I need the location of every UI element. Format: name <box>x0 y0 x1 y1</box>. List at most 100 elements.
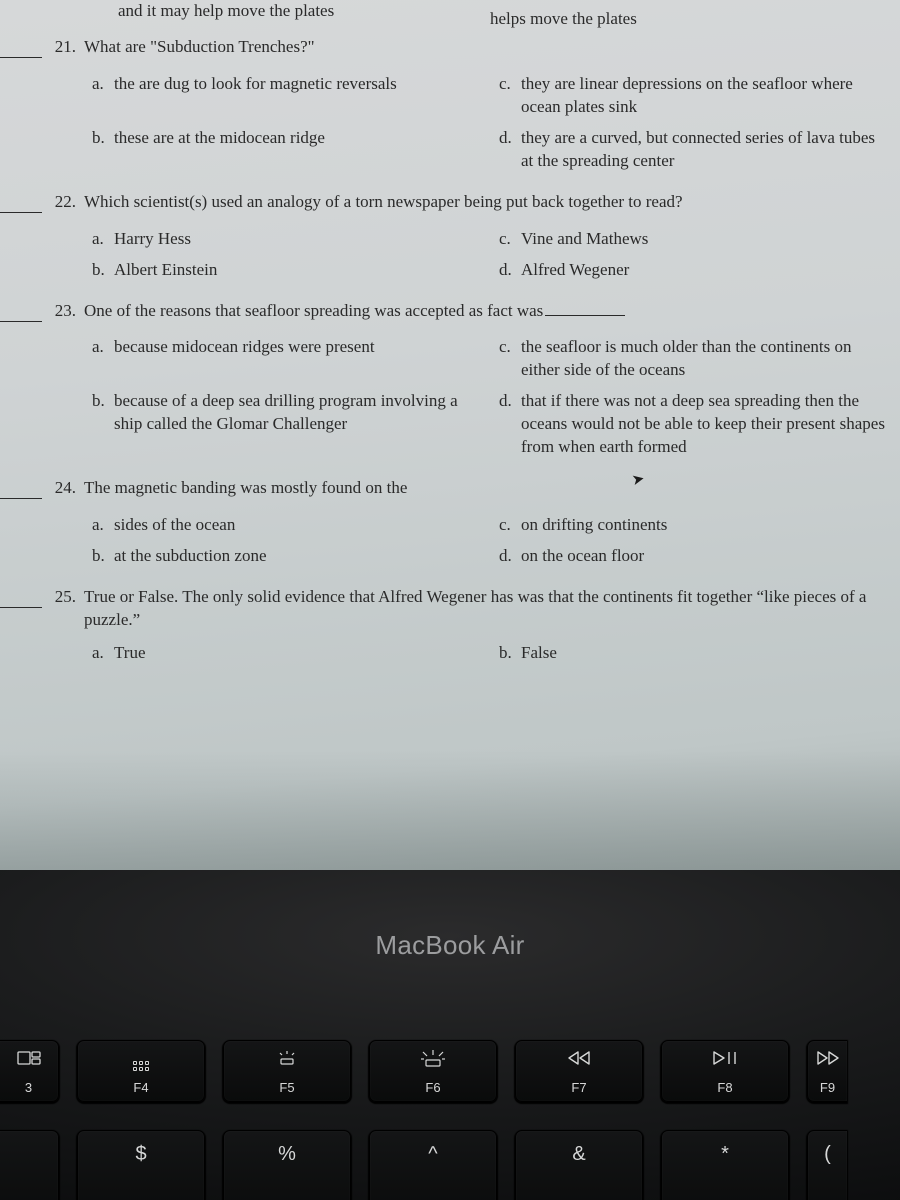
choice-letter: c. <box>499 336 521 359</box>
choice-c[interactable]: c. Vine and Mathews <box>499 228 888 251</box>
key-f5[interactable]: F5 <box>223 1040 351 1102</box>
choice-letter: a. <box>92 228 114 251</box>
key-8[interactable]: * <box>661 1130 789 1200</box>
keyboard-dim-icon <box>224 1050 350 1071</box>
question-22: 22. Which scientist(s) used an analogy o… <box>0 191 888 214</box>
choice-letter: a. <box>92 336 114 359</box>
choice-a[interactable]: a. because midocean ridges were present <box>92 336 481 382</box>
key-f9[interactable]: F9 <box>807 1040 847 1102</box>
choice-b[interactable]: b. at the subduction zone <box>92 545 481 568</box>
key-label: F7 <box>571 1080 586 1095</box>
choice-text: that if there was not a deep sea spreadi… <box>521 390 888 459</box>
choice-text: the seafloor is much older than the cont… <box>521 336 888 382</box>
laptop-body: MacBook Air 3 F4 F5 F6 <box>0 870 900 1200</box>
key-f3[interactable]: 3 <box>0 1040 59 1102</box>
choice-letter: b. <box>92 127 114 150</box>
key-5[interactable]: % <box>223 1130 351 1200</box>
key-f8[interactable]: F8 <box>661 1040 789 1102</box>
choice-c[interactable]: c. on drifting continents <box>499 514 888 537</box>
choice-b[interactable]: b. False <box>499 642 888 665</box>
choice-letter: b. <box>92 259 114 282</box>
choice-text: they are a curved, but connected series … <box>521 127 888 173</box>
choice-a[interactable]: a. Harry Hess <box>92 228 481 251</box>
choice-text: these are at the midocean ridge <box>114 127 481 150</box>
choice-b[interactable]: b. these are at the midocean ridge <box>92 127 481 173</box>
choice-text: the are dug to look for magnetic reversa… <box>114 73 481 96</box>
choice-a[interactable]: a. sides of the ocean <box>92 514 481 537</box>
question-25-choices: a. True b. False <box>92 642 888 665</box>
key-label: F9 <box>820 1080 835 1095</box>
key-f7[interactable]: F7 <box>515 1040 643 1102</box>
prev-choice-right: helps move the plates <box>490 8 637 31</box>
question-number: 21. <box>48 36 84 59</box>
key-symbol: $ <box>135 1143 146 1166</box>
choice-text: at the subduction zone <box>114 545 481 568</box>
choice-c[interactable]: c. they are linear depressions on the se… <box>499 73 888 119</box>
question-21: 21. What are "Subduction Trenches?" <box>0 36 888 59</box>
choice-letter: b. <box>92 545 114 568</box>
answer-blank[interactable] <box>0 199 42 213</box>
choice-d[interactable]: d. that if there was not a deep sea spre… <box>499 390 888 459</box>
choice-d[interactable]: d. on the ocean floor <box>499 545 888 568</box>
choice-letter: b. <box>92 390 114 413</box>
key-symbol: & <box>572 1143 585 1166</box>
question-number: 22. <box>48 191 84 214</box>
key-7[interactable]: & <box>515 1130 643 1200</box>
choice-text: because midocean ridges were present <box>114 336 481 359</box>
choice-text: they are linear depressions on the seafl… <box>521 73 888 119</box>
laptop-brand-label: MacBook Air <box>0 930 900 961</box>
question-number: 25. <box>48 586 84 609</box>
answer-blank[interactable] <box>0 485 42 499</box>
launchpad-icon <box>78 1050 204 1071</box>
key-f6[interactable]: F6 <box>369 1040 497 1102</box>
key-label: 3 <box>25 1080 32 1095</box>
question-text: One of the reasons that seafloor spreadi… <box>84 300 888 323</box>
question-23-choices: a. because midocean ridges were present … <box>92 336 888 459</box>
choice-text: True <box>114 642 481 665</box>
key-symbol: * <box>721 1143 729 1166</box>
question-25: 25. True or False. The only solid eviden… <box>0 586 888 632</box>
key-label: F5 <box>279 1080 294 1095</box>
choice-c[interactable]: c. the seafloor is much older than the c… <box>499 336 888 382</box>
choice-d[interactable]: d. Alfred Wegener <box>499 259 888 282</box>
choice-b[interactable]: b. Albert Einstein <box>92 259 481 282</box>
choice-text: Vine and Mathews <box>521 228 888 251</box>
choice-text: on the ocean floor <box>521 545 888 568</box>
question-text: The magnetic banding was mostly found on… <box>84 477 888 500</box>
answer-blank[interactable] <box>0 44 42 58</box>
choice-a[interactable]: a. the are dug to look for magnetic reve… <box>92 73 481 119</box>
choice-letter: d. <box>499 545 521 568</box>
question-text: Which scientist(s) used an analogy of a … <box>84 191 888 214</box>
key-6[interactable]: ^ <box>369 1130 497 1200</box>
question-24-choices: a. sides of the ocean c. on drifting con… <box>92 514 888 568</box>
choice-text: Alfred Wegener <box>521 259 888 282</box>
choice-b[interactable]: b. because of a deep sea drilling progra… <box>92 390 481 459</box>
key-symbol: ^ <box>428 1143 437 1166</box>
choice-letter: c. <box>499 514 521 537</box>
choice-text: False <box>521 642 888 665</box>
choice-letter: d. <box>499 127 521 150</box>
choice-letter: b. <box>499 642 521 665</box>
play-pause-icon <box>662 1050 788 1070</box>
choice-text: sides of the ocean <box>114 514 481 537</box>
choice-text: Harry Hess <box>114 228 481 251</box>
keyboard-bright-icon <box>370 1050 496 1073</box>
prev-question-fragments: and it may help move the plates helps mo… <box>0 0 888 30</box>
question-text: True or False. The only solid evidence t… <box>84 586 888 632</box>
choice-text: because of a deep sea drilling program i… <box>114 390 481 436</box>
answer-blank[interactable] <box>0 308 42 322</box>
answer-blank[interactable] <box>0 594 42 608</box>
choice-d[interactable]: d. they are a curved, but connected seri… <box>499 127 888 173</box>
choice-letter: a. <box>92 73 114 96</box>
choice-a[interactable]: a. True <box>92 642 481 665</box>
key-9[interactable]: ( <box>807 1130 847 1200</box>
question-number: 24. <box>48 477 84 500</box>
rewind-icon <box>516 1050 642 1070</box>
choice-text: on drifting continents <box>521 514 888 537</box>
key-f4[interactable]: F4 <box>77 1040 205 1102</box>
key-3[interactable] <box>0 1130 59 1200</box>
question-text: What are "Subduction Trenches?" <box>84 36 888 59</box>
worksheet-screen: and it may help move the plates helps mo… <box>0 0 900 870</box>
choice-text: Albert Einstein <box>114 259 481 282</box>
key-4[interactable]: $ <box>77 1130 205 1200</box>
